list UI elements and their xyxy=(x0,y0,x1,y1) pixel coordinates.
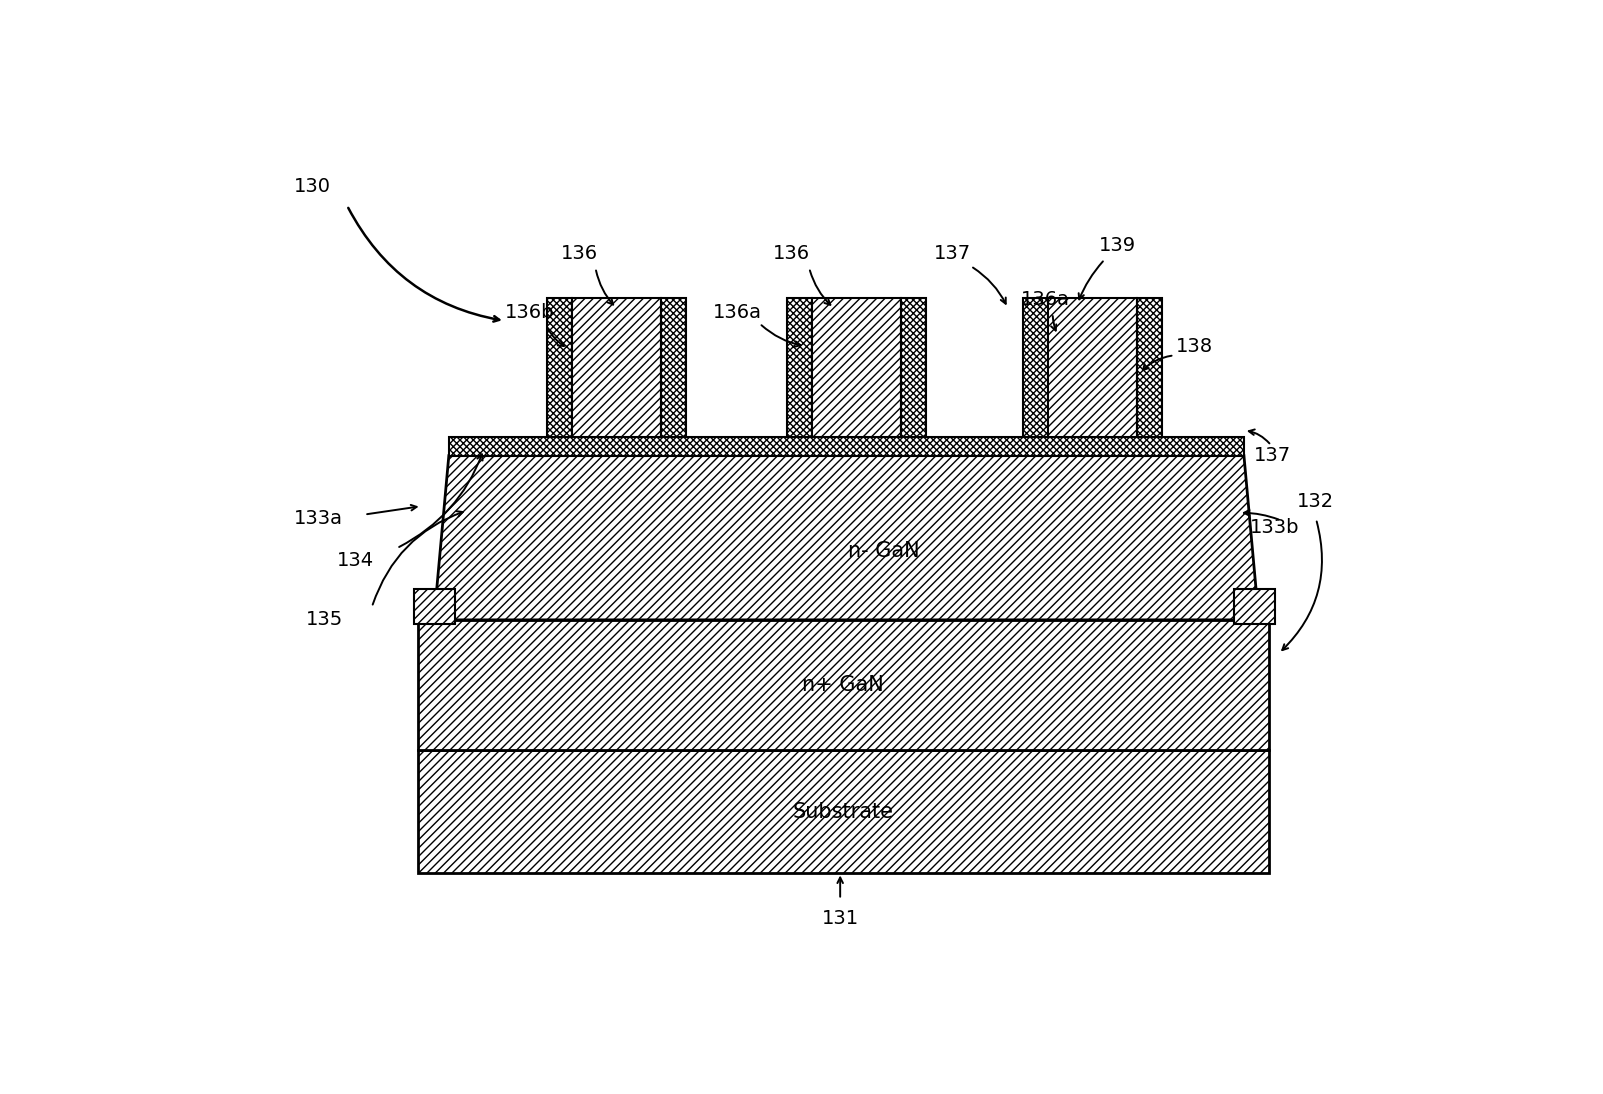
Text: 137: 137 xyxy=(1254,446,1290,465)
Polygon shape xyxy=(434,455,1258,620)
Bar xyxy=(901,298,927,438)
Text: Substrate: Substrate xyxy=(792,802,893,822)
Bar xyxy=(418,620,1270,750)
Text: 133a: 133a xyxy=(293,510,343,528)
Bar xyxy=(1048,298,1137,438)
Bar xyxy=(662,298,686,438)
Bar xyxy=(811,298,901,438)
Text: 136a: 136a xyxy=(713,303,761,322)
Text: 130: 130 xyxy=(293,176,330,196)
Text: 138: 138 xyxy=(1175,337,1213,356)
Bar xyxy=(414,589,455,624)
Bar xyxy=(1137,298,1162,438)
Text: 136: 136 xyxy=(561,244,598,263)
Text: 135: 135 xyxy=(306,610,343,629)
Bar xyxy=(572,298,662,438)
Bar xyxy=(547,298,572,438)
Text: 139: 139 xyxy=(1098,235,1137,255)
Text: 132: 132 xyxy=(1297,492,1334,511)
Bar xyxy=(787,298,811,438)
Bar xyxy=(1234,589,1274,624)
Text: 131: 131 xyxy=(822,908,859,928)
Bar xyxy=(449,438,1244,455)
Text: 136b: 136b xyxy=(505,303,555,322)
Text: 136a: 136a xyxy=(1021,290,1069,310)
Text: 134: 134 xyxy=(337,551,373,570)
Text: n+ GaN: n+ GaN xyxy=(802,675,883,695)
Text: n- GaN: n- GaN xyxy=(848,540,920,561)
Text: 133b: 133b xyxy=(1250,517,1300,537)
Text: 136: 136 xyxy=(773,244,810,263)
Bar xyxy=(1023,298,1048,438)
Bar xyxy=(418,750,1270,873)
Text: 137: 137 xyxy=(933,244,970,263)
